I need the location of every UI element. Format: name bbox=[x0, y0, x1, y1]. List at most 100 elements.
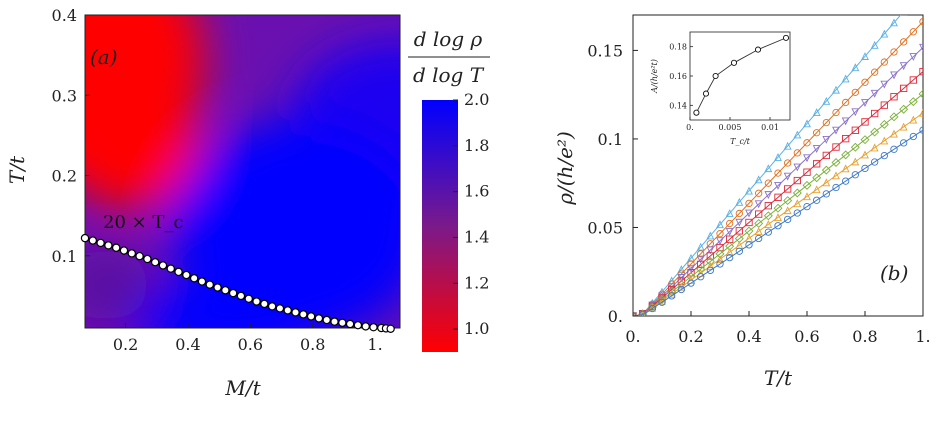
data-marker bbox=[812, 145, 821, 154]
data-marker bbox=[890, 18, 898, 27]
data-marker bbox=[774, 193, 782, 201]
inset-ticks: 0. 0.005 0.01 0.14 0.16 0.18 bbox=[669, 43, 779, 132]
tc-point bbox=[104, 241, 113, 250]
data-marker bbox=[725, 241, 735, 251]
data-marker bbox=[763, 211, 773, 221]
data-marker bbox=[726, 253, 734, 262]
data-marker bbox=[918, 89, 923, 99]
data-marker bbox=[725, 228, 734, 236]
panel-a: 0.2 0.4 0.6 0.8 1.0.10.20.30.4 (a) 20 × T_c … bbox=[5, 6, 490, 400]
data-marker bbox=[706, 231, 715, 240]
data-marker bbox=[861, 78, 869, 86]
tc-point bbox=[158, 261, 168, 270]
tc-point bbox=[228, 288, 238, 298]
tc-point bbox=[353, 320, 363, 330]
panel-b-series bbox=[633, 15, 923, 316]
tc-point bbox=[244, 294, 253, 303]
data-marker bbox=[841, 117, 850, 126]
data-marker bbox=[919, 18, 923, 26]
data-marker bbox=[919, 126, 923, 134]
data-marker bbox=[687, 253, 695, 262]
data-marker bbox=[706, 261, 715, 270]
data-marker bbox=[716, 237, 724, 246]
tc-point bbox=[135, 251, 144, 261]
tc-point bbox=[96, 238, 105, 248]
data-marker bbox=[706, 266, 714, 275]
data-marker bbox=[783, 206, 792, 215]
data-marker bbox=[735, 197, 744, 206]
inset-point bbox=[754, 46, 762, 53]
data-marker bbox=[880, 58, 888, 66]
colorbar-tick-label: 2.0 bbox=[464, 90, 489, 109]
data-marker bbox=[793, 209, 801, 217]
b-ytick-label: 0.15 bbox=[587, 41, 623, 60]
data-marker bbox=[880, 136, 889, 145]
data-marker bbox=[890, 145, 898, 153]
data-marker bbox=[773, 203, 783, 213]
data-marker bbox=[842, 135, 850, 143]
data-marker bbox=[793, 149, 801, 157]
a-ytick-label: 0.1 bbox=[52, 247, 77, 266]
data-marker bbox=[774, 181, 782, 190]
a-ytick-label: 0.2 bbox=[52, 167, 77, 186]
data-marker bbox=[899, 62, 908, 71]
inset-ytick-label: 0.16 bbox=[669, 72, 687, 81]
tc-point bbox=[299, 310, 308, 319]
data-marker bbox=[870, 127, 880, 137]
series-6 bbox=[633, 108, 923, 316]
data-marker bbox=[919, 67, 923, 76]
tc-point bbox=[361, 322, 370, 331]
data-marker bbox=[783, 196, 793, 206]
data-marker bbox=[774, 222, 782, 230]
data-marker bbox=[900, 84, 908, 93]
data-marker bbox=[812, 185, 821, 194]
data-marker bbox=[870, 40, 879, 49]
data-marker bbox=[784, 215, 792, 224]
data-marker bbox=[813, 160, 821, 168]
data-marker bbox=[658, 298, 666, 306]
data-marker bbox=[821, 165, 831, 175]
data-marker bbox=[802, 180, 812, 190]
tc-point bbox=[369, 322, 378, 332]
b-xtick-label: 0.4 bbox=[736, 327, 761, 346]
data-marker bbox=[909, 53, 918, 61]
b-xtick-label: 1. bbox=[915, 327, 930, 346]
data-marker bbox=[831, 158, 841, 167]
data-marker bbox=[648, 304, 656, 313]
b-ytick-label: 0.05 bbox=[587, 218, 623, 237]
tc-point bbox=[150, 257, 160, 267]
series-line bbox=[633, 112, 923, 316]
data-marker bbox=[716, 254, 724, 263]
data-marker bbox=[832, 126, 840, 135]
data-marker bbox=[793, 199, 802, 208]
data-marker bbox=[842, 177, 850, 185]
tc-point bbox=[386, 324, 395, 334]
series-line bbox=[633, 129, 923, 316]
tc-point bbox=[322, 315, 331, 325]
data-marker bbox=[774, 213, 782, 222]
tc-point bbox=[345, 319, 355, 329]
data-marker bbox=[890, 129, 898, 138]
data-marker bbox=[774, 153, 782, 161]
data-marker bbox=[851, 171, 859, 179]
data-marker bbox=[687, 260, 695, 268]
tc-point bbox=[182, 270, 191, 280]
series-line bbox=[633, 15, 902, 316]
data-marker bbox=[890, 48, 898, 56]
inset-ytick-label: 0.14 bbox=[669, 101, 687, 110]
data-marker bbox=[725, 209, 734, 217]
colorbar-label-denominator: d log T bbox=[413, 63, 485, 87]
data-marker bbox=[745, 186, 753, 195]
data-marker bbox=[726, 219, 734, 228]
data-marker bbox=[812, 173, 822, 183]
tc-point bbox=[111, 243, 121, 252]
data-marker bbox=[754, 175, 763, 184]
data-marker bbox=[919, 108, 923, 117]
data-marker bbox=[879, 119, 889, 129]
data-marker bbox=[706, 252, 714, 260]
tc-point bbox=[260, 299, 269, 309]
data-marker bbox=[880, 29, 889, 38]
data-marker bbox=[705, 257, 715, 266]
panel-b: 0. 0.2 0.4 0.6 0.8 1. 0. 0.05 0.1 0.15 (b) T/t ρ/… bbox=[553, 14, 931, 390]
